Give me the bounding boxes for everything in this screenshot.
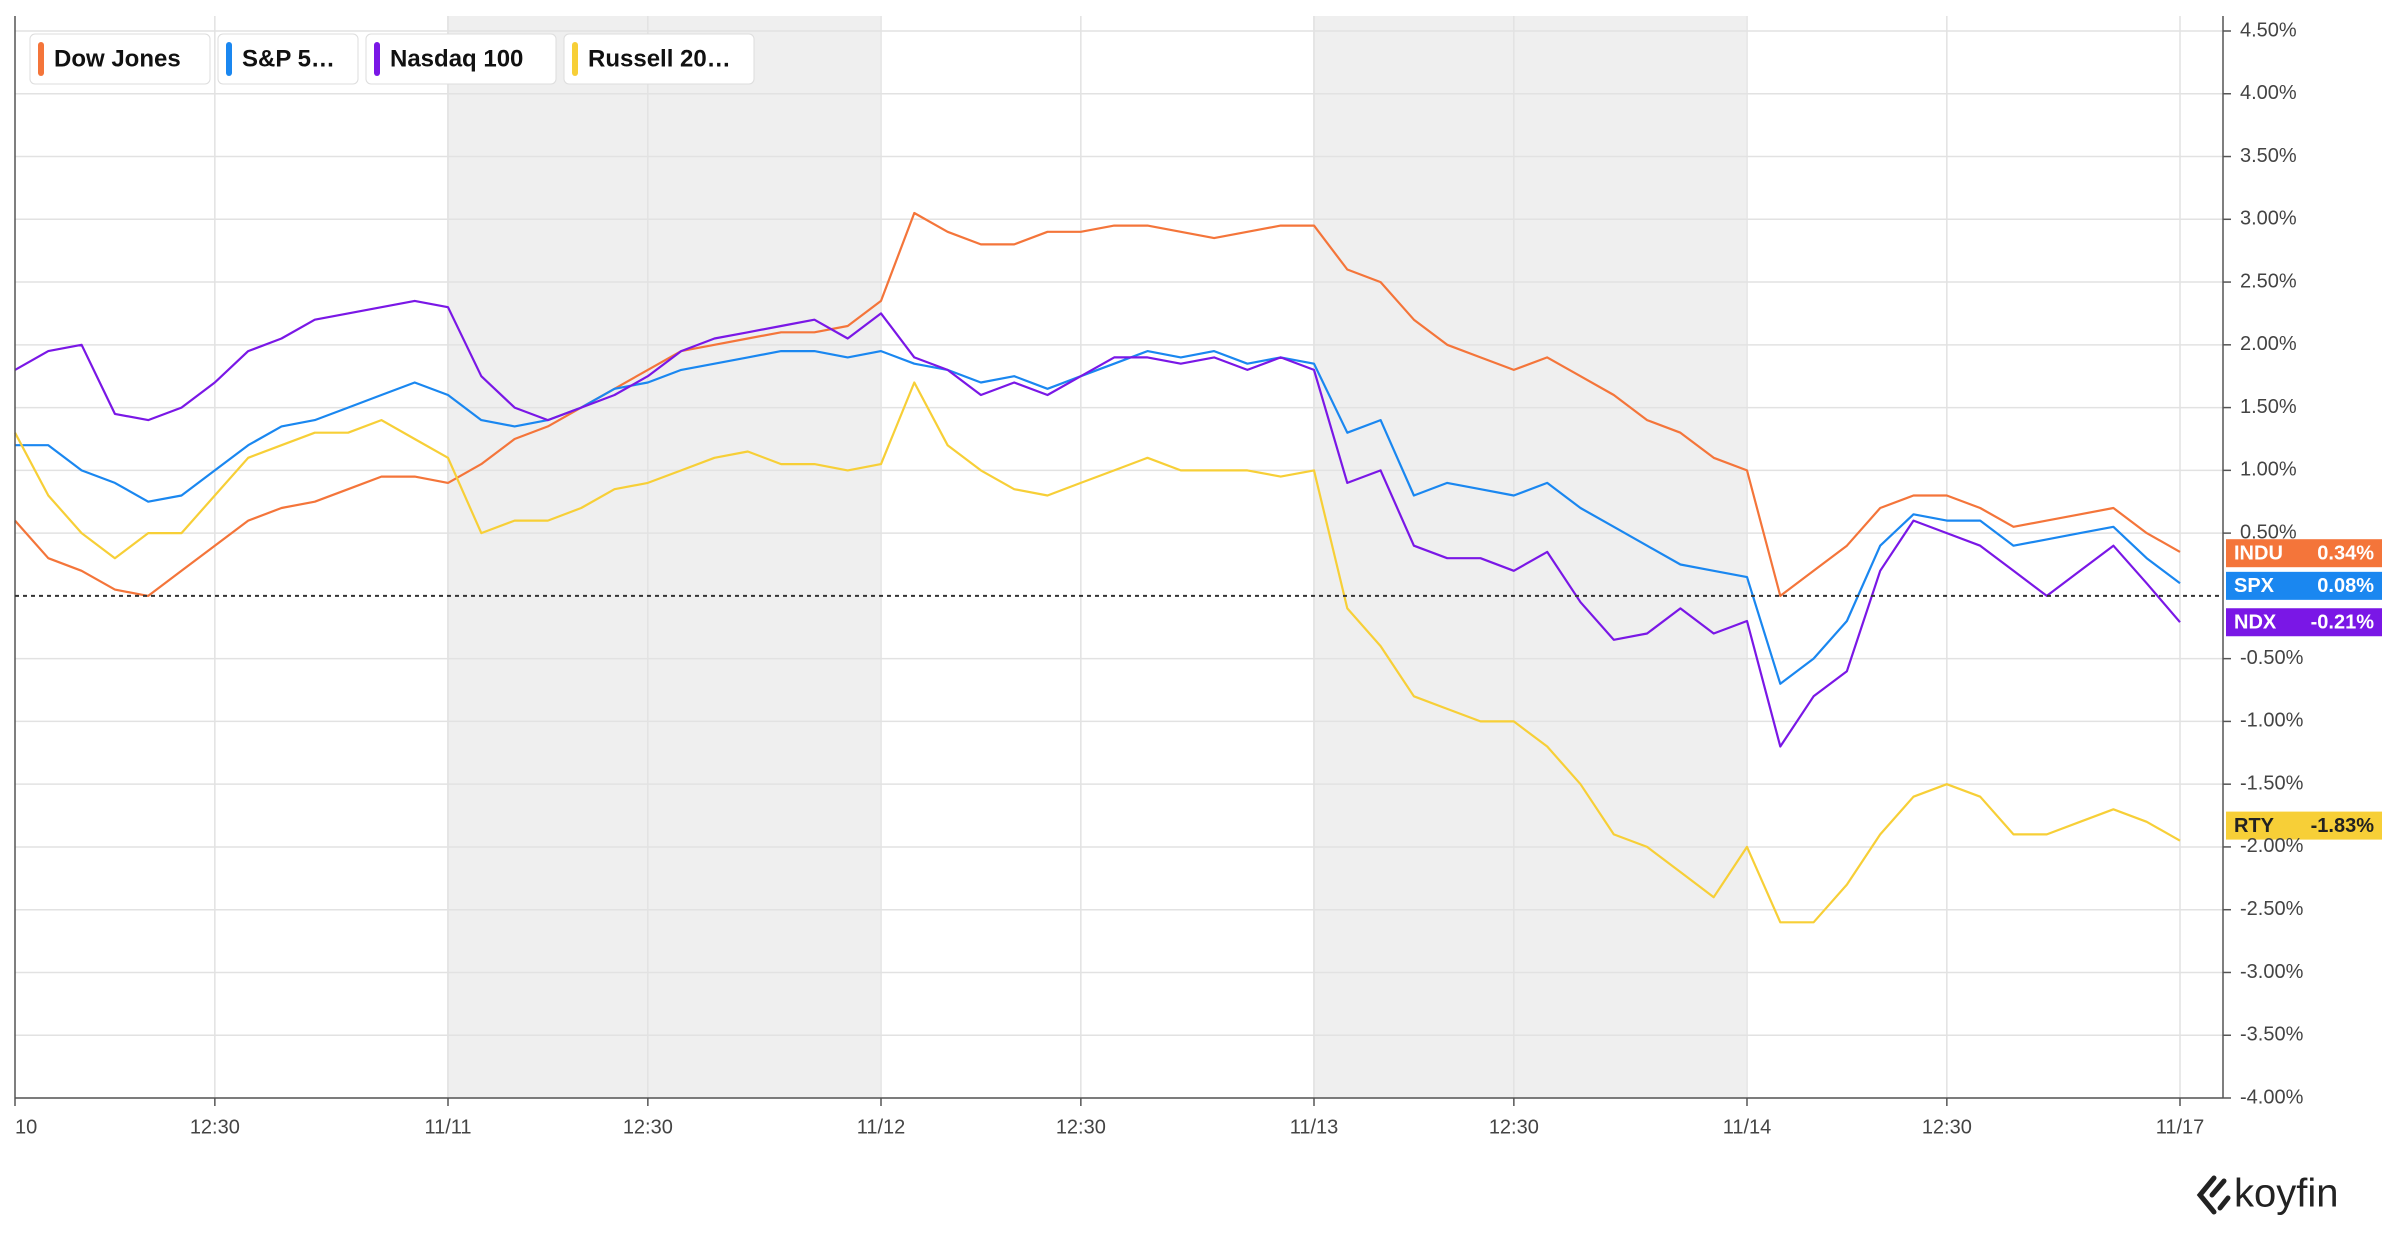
end-tag-ticker: NDX (2234, 612, 2277, 634)
x-tick-label: 12:30 (1056, 1116, 1106, 1138)
y-tick-label: -0.50% (2240, 647, 2304, 669)
end-tag-value: -1.83% (2311, 815, 2375, 837)
y-tick-label: -2.00% (2240, 835, 2304, 857)
x-tick-label: 12:30 (1489, 1116, 1539, 1138)
legend-swatch (226, 42, 232, 76)
brand-logo: koyfin (2196, 1172, 2339, 1216)
series-line (15, 350, 2181, 685)
end-tag-value: 0.34% (2317, 542, 2374, 564)
y-tick-label: 3.00% (2240, 208, 2297, 230)
brand: koyfin (2234, 1172, 2339, 1216)
legend-item[interactable]: Dow Jones (29, 33, 211, 85)
x-tick-label: 11/14 (1723, 1116, 1772, 1138)
y-tick-label: -3.00% (2240, 961, 2304, 983)
x-tick-label: 12:30 (1922, 1116, 1972, 1138)
lines (14, 211, 2181, 924)
end-tag-ticker: RTY (2234, 815, 2275, 837)
legend-box (365, 33, 557, 85)
end-tag (2226, 539, 2382, 568)
x-tick-label: 12:30 (190, 1116, 240, 1138)
x-tick-label: 11/12 (857, 1116, 906, 1138)
y-tick-label: -3.50% (2240, 1024, 2304, 1046)
y-tick-label: 4.00% (2240, 82, 2297, 104)
legend-label: Russell 20… (588, 45, 731, 72)
session-shade (447, 16, 880, 1098)
legend-label: Dow Jones (54, 45, 181, 72)
end-tag-ticker: INDU (2234, 542, 2283, 564)
legend-box (29, 33, 211, 85)
end-tag-value: -0.21% (2311, 612, 2375, 634)
y-tick-label: 0.50% (2240, 521, 2297, 543)
y-tick-label: -1.50% (2240, 772, 2304, 794)
legend-item[interactable]: S&P 5… (217, 33, 359, 85)
end-tag (2226, 571, 2382, 600)
legend-box (217, 33, 359, 85)
y-tick-label: -4.00% (2240, 1086, 2304, 1108)
y-tick-label: 4.50% (2240, 19, 2297, 41)
end-tag-ticker: SPX (2234, 575, 2275, 597)
legend-item[interactable]: Russell 20… (563, 33, 755, 85)
series-line (14, 211, 2181, 597)
x-tick-label: 11/17 (2156, 1116, 2205, 1138)
y-tick-label: 1.00% (2240, 459, 2297, 481)
legend-swatch (374, 42, 380, 76)
legend-label: Nasdaq 100 (390, 45, 523, 72)
y-tick-label: -1.00% (2240, 710, 2304, 732)
x-tick-label: 12:30 (623, 1116, 673, 1138)
end-tag (2226, 608, 2382, 637)
series-line (14, 299, 2181, 748)
x-tick-label: 11/13 (1290, 1116, 1339, 1138)
legend-label: S&P 5… (242, 45, 335, 72)
x-tick-label: 10 (15, 1116, 37, 1138)
y-tick-label: 2.50% (2240, 270, 2297, 292)
grid (15, 16, 2223, 1099)
legend: Dow Jones S&P 5… Nasdaq 100 Russell 20… (29, 33, 755, 85)
end-tag (2226, 811, 2382, 840)
series-line (14, 381, 2181, 924)
session-shade (1313, 16, 1746, 1098)
end-tag-value: 0.08% (2317, 575, 2374, 597)
y-tick-label: -2.50% (2240, 898, 2304, 920)
y-tick-label: 2.00% (2240, 333, 2297, 355)
legend-swatch (38, 42, 44, 76)
legend-box (563, 33, 755, 85)
y-tick-label: 3.50% (2240, 145, 2297, 167)
legend-item[interactable]: Nasdaq 100 (365, 33, 557, 85)
y-tick-label: 1.50% (2240, 396, 2297, 418)
legend-swatch (572, 42, 578, 76)
end-tags: INDU 0.34% SPX 0.08% NDX -0.21% RTY -1.83% (2226, 539, 2382, 840)
x-tick-label: 11/11 (424, 1116, 471, 1138)
